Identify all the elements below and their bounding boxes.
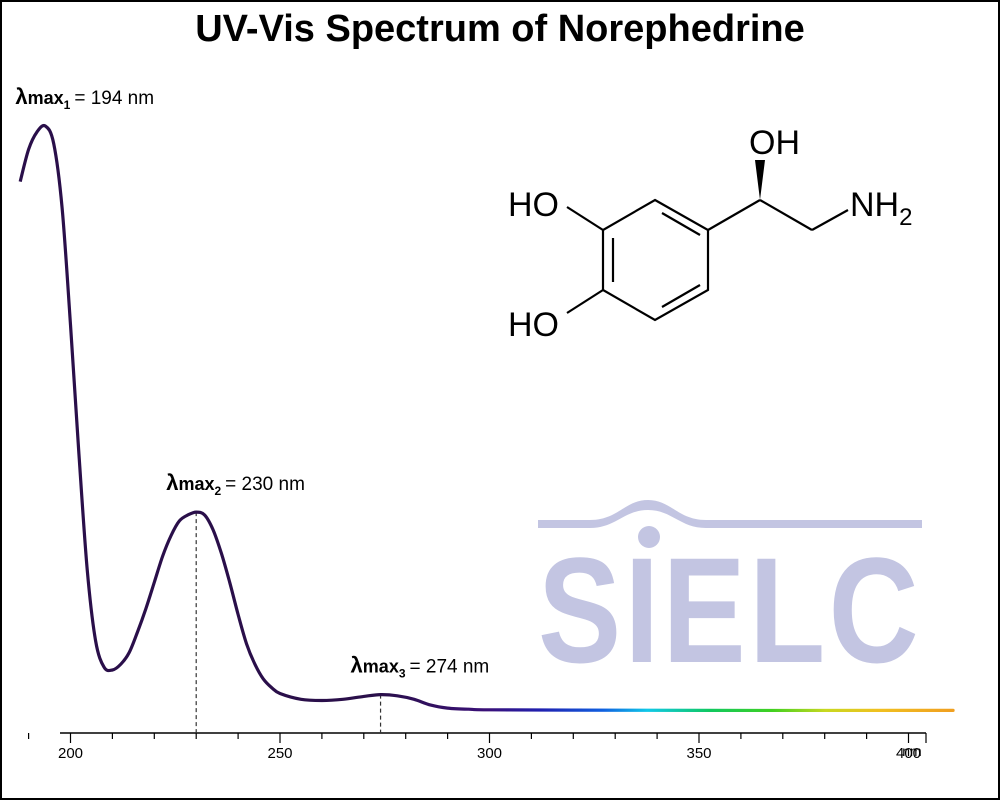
bond — [759, 199, 813, 231]
oh-label: OH — [749, 124, 800, 162]
benzene-ring — [601, 198, 710, 322]
bond — [566, 206, 604, 231]
ring-double-bond — [661, 212, 701, 236]
nh2-label: NH2 — [850, 186, 912, 231]
bond — [811, 209, 849, 231]
molecule-labels: OH HO HO NH2 — [508, 124, 912, 344]
x-tick-label: 200 — [58, 745, 83, 762]
wedge-bond — [755, 160, 765, 200]
watermark-dot-icon — [638, 526, 660, 548]
ho-top-label: HO — [508, 186, 559, 224]
spectrum-line — [18, 123, 955, 713]
peak-label: λmax2 = 230 nm — [166, 470, 305, 498]
x-tick-label: 300 — [477, 745, 502, 762]
ring-double-bond — [661, 284, 701, 308]
peak-markers — [195, 512, 382, 733]
bond — [707, 199, 761, 231]
bond — [566, 289, 604, 314]
x-unit-label: nm — [902, 743, 921, 759]
norephedrine-structure — [566, 160, 849, 322]
watermark-arch-icon — [538, 500, 922, 528]
ho-bottom-label: HO — [508, 306, 559, 344]
x-tick-label: 400 — [896, 745, 921, 762]
x-axis: 200250300350400450500550nm — [28, 732, 927, 762]
x-tick-label: 350 — [686, 745, 711, 762]
watermark-text: SIELC — [538, 526, 922, 694]
peak-annotations: λmax1 = 194 nm λmax2 = 230 nm λmax3 = 274 nm — [15, 84, 489, 681]
x-tick-label: 250 — [267, 745, 292, 762]
peak-label: λmax1 = 194 nm — [15, 84, 154, 112]
nh-subscript: 2 — [899, 204, 912, 231]
peak-label: λmax3 = 274 nm — [351, 653, 490, 681]
sielc-watermark: SIELC — [538, 500, 922, 694]
nh-text: NH — [850, 186, 899, 224]
chart-title: UV-Vis Spectrum of Norephedrine — [195, 8, 805, 50]
